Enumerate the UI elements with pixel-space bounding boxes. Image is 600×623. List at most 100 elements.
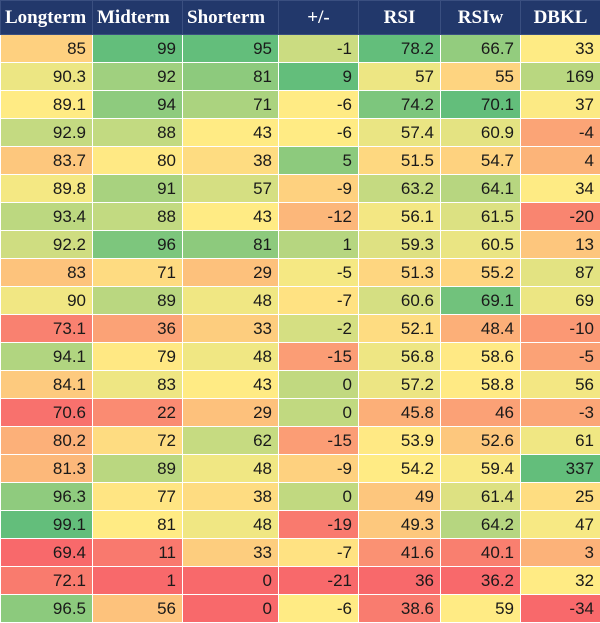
cell-dbkl[interactable]: -10: [521, 315, 600, 343]
cell-change[interactable]: 0: [279, 371, 359, 399]
cell-rsiw[interactable]: 59: [441, 595, 521, 623]
cell-dbkl[interactable]: -20: [521, 203, 600, 231]
cell-rsi[interactable]: 56.8: [359, 343, 441, 371]
cell-dbkl[interactable]: -34: [521, 595, 600, 623]
cell-rsiw[interactable]: 55.2: [441, 259, 521, 287]
cell-shorterm[interactable]: 0: [183, 595, 279, 623]
cell-change[interactable]: -9: [279, 175, 359, 203]
cell-rsi[interactable]: 57.2: [359, 371, 441, 399]
cell-midterm[interactable]: 71: [93, 259, 183, 287]
cell-longterm[interactable]: 81.3: [1, 455, 93, 483]
cell-midterm[interactable]: 22: [93, 399, 183, 427]
cell-rsiw[interactable]: 58.8: [441, 371, 521, 399]
cell-longterm[interactable]: 89.8: [1, 175, 93, 203]
cell-change[interactable]: -7: [279, 539, 359, 567]
cell-midterm[interactable]: 91: [93, 175, 183, 203]
cell-rsiw[interactable]: 52.6: [441, 427, 521, 455]
cell-shorterm[interactable]: 95: [183, 35, 279, 63]
cell-rsi[interactable]: 52.1: [359, 315, 441, 343]
cell-shorterm[interactable]: 38: [183, 147, 279, 175]
cell-dbkl[interactable]: 4: [521, 147, 600, 175]
cell-change[interactable]: 9: [279, 63, 359, 91]
cell-change[interactable]: -19: [279, 511, 359, 539]
cell-change[interactable]: -6: [279, 119, 359, 147]
cell-shorterm[interactable]: 38: [183, 483, 279, 511]
cell-rsiw[interactable]: 58.6: [441, 343, 521, 371]
cell-shorterm[interactable]: 48: [183, 287, 279, 315]
cell-midterm[interactable]: 96: [93, 231, 183, 259]
cell-longterm[interactable]: 89.1: [1, 91, 93, 119]
column-header-midterm[interactable]: Midterm: [93, 1, 183, 35]
cell-dbkl[interactable]: 32: [521, 567, 600, 595]
cell-rsi[interactable]: 45.8: [359, 399, 441, 427]
cell-change[interactable]: 1: [279, 231, 359, 259]
cell-longterm[interactable]: 99.1: [1, 511, 93, 539]
cell-rsiw[interactable]: 40.1: [441, 539, 521, 567]
cell-rsi[interactable]: 53.9: [359, 427, 441, 455]
cell-dbkl[interactable]: 13: [521, 231, 600, 259]
cell-rsi[interactable]: 56.1: [359, 203, 441, 231]
cell-midterm[interactable]: 72: [93, 427, 183, 455]
cell-longterm[interactable]: 84.1: [1, 371, 93, 399]
cell-shorterm[interactable]: 43: [183, 119, 279, 147]
cell-rsiw[interactable]: 59.4: [441, 455, 521, 483]
cell-shorterm[interactable]: 81: [183, 63, 279, 91]
cell-longterm[interactable]: 85: [1, 35, 93, 63]
cell-dbkl[interactable]: -4: [521, 119, 600, 147]
cell-change[interactable]: -1: [279, 35, 359, 63]
cell-shorterm[interactable]: 43: [183, 371, 279, 399]
cell-shorterm[interactable]: 48: [183, 343, 279, 371]
cell-dbkl[interactable]: 337: [521, 455, 600, 483]
cell-longterm[interactable]: 92.9: [1, 119, 93, 147]
cell-shorterm[interactable]: 81: [183, 231, 279, 259]
cell-rsiw[interactable]: 61.5: [441, 203, 521, 231]
cell-change[interactable]: 0: [279, 483, 359, 511]
cell-midterm[interactable]: 89: [93, 455, 183, 483]
cell-shorterm[interactable]: 57: [183, 175, 279, 203]
cell-change[interactable]: -15: [279, 343, 359, 371]
cell-longterm[interactable]: 69.4: [1, 539, 93, 567]
cell-dbkl[interactable]: 61: [521, 427, 600, 455]
cell-change[interactable]: 5: [279, 147, 359, 175]
cell-midterm[interactable]: 77: [93, 483, 183, 511]
cell-dbkl[interactable]: 37: [521, 91, 600, 119]
cell-dbkl[interactable]: 87: [521, 259, 600, 287]
cell-midterm[interactable]: 36: [93, 315, 183, 343]
cell-rsi[interactable]: 60.6: [359, 287, 441, 315]
cell-longterm[interactable]: 96.5: [1, 595, 93, 623]
cell-rsiw[interactable]: 60.5: [441, 231, 521, 259]
cell-rsiw[interactable]: 36.2: [441, 567, 521, 595]
cell-shorterm[interactable]: 71: [183, 91, 279, 119]
cell-rsi[interactable]: 51.5: [359, 147, 441, 175]
cell-rsi[interactable]: 57.4: [359, 119, 441, 147]
cell-longterm[interactable]: 93.4: [1, 203, 93, 231]
cell-rsi[interactable]: 59.3: [359, 231, 441, 259]
cell-change[interactable]: -21: [279, 567, 359, 595]
cell-midterm[interactable]: 99: [93, 35, 183, 63]
cell-rsiw[interactable]: 66.7: [441, 35, 521, 63]
cell-shorterm[interactable]: 62: [183, 427, 279, 455]
cell-change[interactable]: -2: [279, 315, 359, 343]
cell-rsi[interactable]: 41.6: [359, 539, 441, 567]
cell-rsi[interactable]: 78.2: [359, 35, 441, 63]
cell-dbkl[interactable]: 34: [521, 175, 600, 203]
cell-shorterm[interactable]: 29: [183, 259, 279, 287]
cell-longterm[interactable]: 90.3: [1, 63, 93, 91]
cell-midterm[interactable]: 94: [93, 91, 183, 119]
column-header-rsi[interactable]: RSI: [359, 1, 441, 35]
cell-change[interactable]: -9: [279, 455, 359, 483]
cell-midterm[interactable]: 89: [93, 287, 183, 315]
cell-midterm[interactable]: 92: [93, 63, 183, 91]
cell-rsiw[interactable]: 64.1: [441, 175, 521, 203]
cell-rsiw[interactable]: 60.9: [441, 119, 521, 147]
cell-change[interactable]: -5: [279, 259, 359, 287]
cell-dbkl[interactable]: 3: [521, 539, 600, 567]
cell-midterm[interactable]: 88: [93, 203, 183, 231]
cell-rsi[interactable]: 49.3: [359, 511, 441, 539]
cell-shorterm[interactable]: 33: [183, 539, 279, 567]
cell-rsiw[interactable]: 55: [441, 63, 521, 91]
cell-shorterm[interactable]: 48: [183, 455, 279, 483]
cell-rsi[interactable]: 63.2: [359, 175, 441, 203]
cell-change[interactable]: 0: [279, 399, 359, 427]
cell-change[interactable]: -6: [279, 91, 359, 119]
